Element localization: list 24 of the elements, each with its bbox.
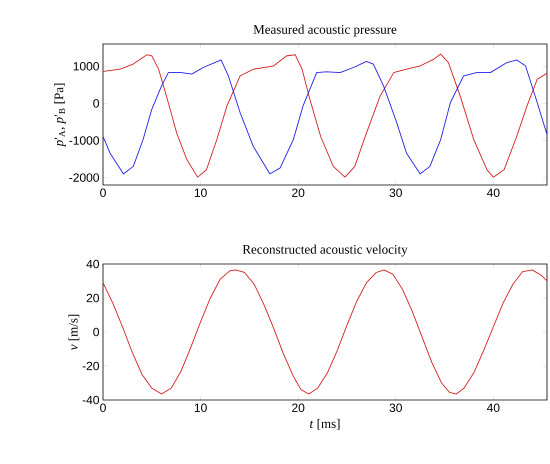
y-tick-label: -40 [82, 396, 100, 404]
x-axis-title: t [ms] [310, 418, 340, 430]
x-tick-label: 30 [390, 404, 402, 412]
chart-title: Reconstructed acoustic velocity [242, 244, 408, 256]
x-tick-label: 20 [292, 188, 304, 198]
x-tick-label: 40 [486, 188, 500, 198]
y-tick-label: -1000 [69, 136, 100, 145]
y-axis-title: v [m/s] [68, 314, 80, 350]
x-tick-label: 10 [194, 404, 207, 412]
y-tick-label: 20 [86, 294, 100, 302]
x-tick-label: 40 [486, 404, 500, 412]
x-tick-label: 30 [390, 188, 402, 198]
y-tick-label: 0 [93, 328, 100, 336]
x-tick-label: 0 [100, 404, 106, 412]
y-tick-label: 40 [86, 260, 100, 268]
y-tick-label: 0 [93, 99, 100, 108]
y-tick-label: -20 [82, 362, 100, 370]
x-tick-label: 10 [194, 188, 207, 198]
y-tick-label: 1000 [74, 62, 100, 70]
x-tick-label: 0 [100, 188, 106, 198]
y-axis-title: p′$_{A}$, p′$_{B}$ [Pa] [54, 84, 66, 148]
x-tick-label: 20 [292, 404, 304, 412]
chart-title: Measured acoustic pressure [254, 24, 396, 36]
y-tick-label: -2000 [69, 173, 100, 182]
